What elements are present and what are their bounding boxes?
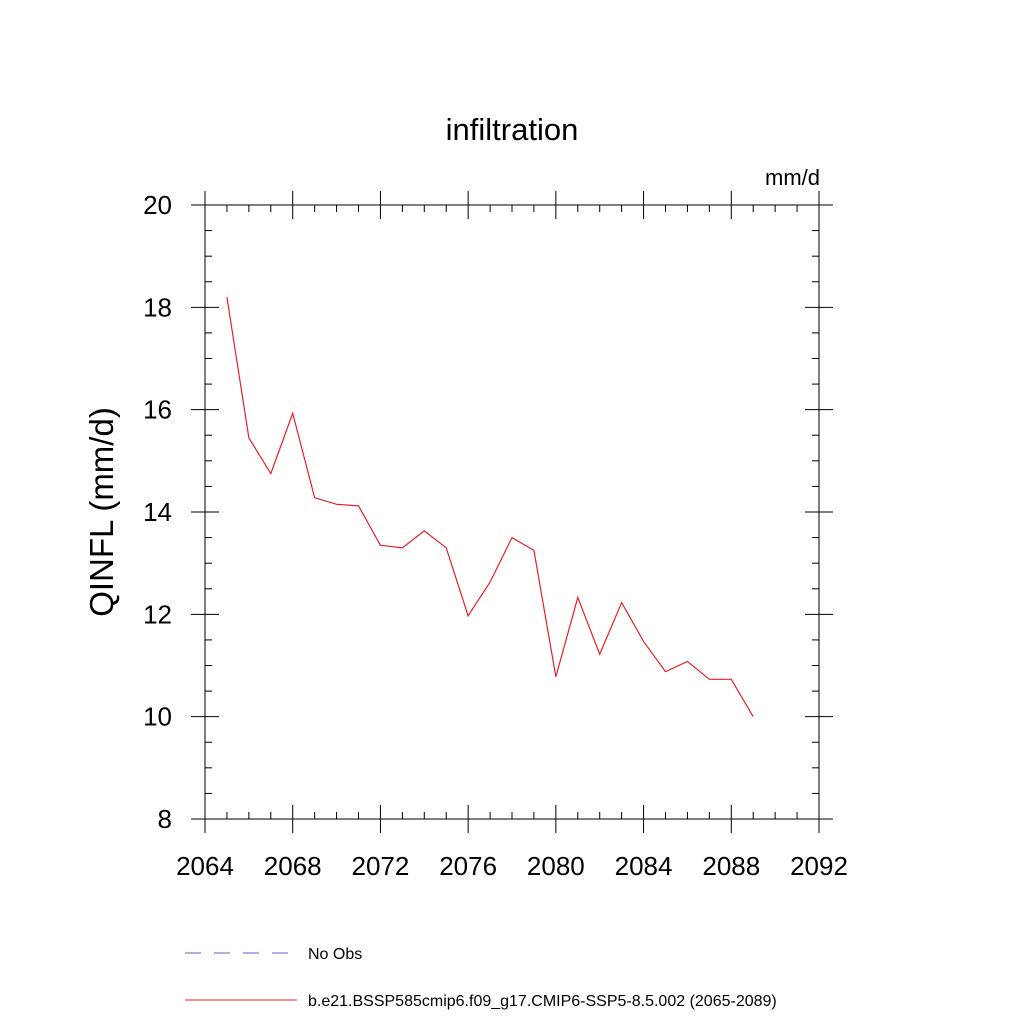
x-tick-label: 2092 xyxy=(790,851,848,881)
y-tick-label: 14 xyxy=(143,497,172,527)
units-label: mm/d xyxy=(765,165,820,190)
y-tick-label: 16 xyxy=(143,395,172,425)
series-line-0 xyxy=(226,297,754,717)
y-tick-label: 8 xyxy=(158,804,172,834)
series-group xyxy=(226,297,754,717)
y-tick-label: 12 xyxy=(143,599,172,629)
legend-label-0: No Obs xyxy=(308,946,362,963)
x-tick-label: 2076 xyxy=(439,851,497,881)
legend: No Obs b.e21.BSSP585cmip6.f09_g17.CMIP6-S… xyxy=(185,946,777,1010)
y-axis-label: QINFL (mm/d) xyxy=(83,407,120,617)
chart-title: infiltration xyxy=(446,112,579,147)
x-tick-label: 2064 xyxy=(176,851,234,881)
y-tick-label: 18 xyxy=(143,292,172,322)
plot-frame xyxy=(204,204,820,820)
x-tick-label: 2072 xyxy=(352,851,410,881)
x-tick-label: 2084 xyxy=(615,851,673,881)
x-tick-label: 2080 xyxy=(527,851,585,881)
x-tick-label: 2068 xyxy=(264,851,322,881)
axis-ticks xyxy=(191,191,833,833)
axis-tick-labels: 2064 2068 2072 2076 2080 2084 2088 2092 8 10 12 14 1… xyxy=(143,190,848,881)
y-tick-label: 10 xyxy=(143,702,172,732)
legend-label-1: b.e21.BSSP585cmip6.f09_g17.CMIP6-SSP5-8.… xyxy=(308,993,777,1010)
y-tick-label: 20 xyxy=(143,190,172,220)
x-tick-label: 2088 xyxy=(702,851,760,881)
